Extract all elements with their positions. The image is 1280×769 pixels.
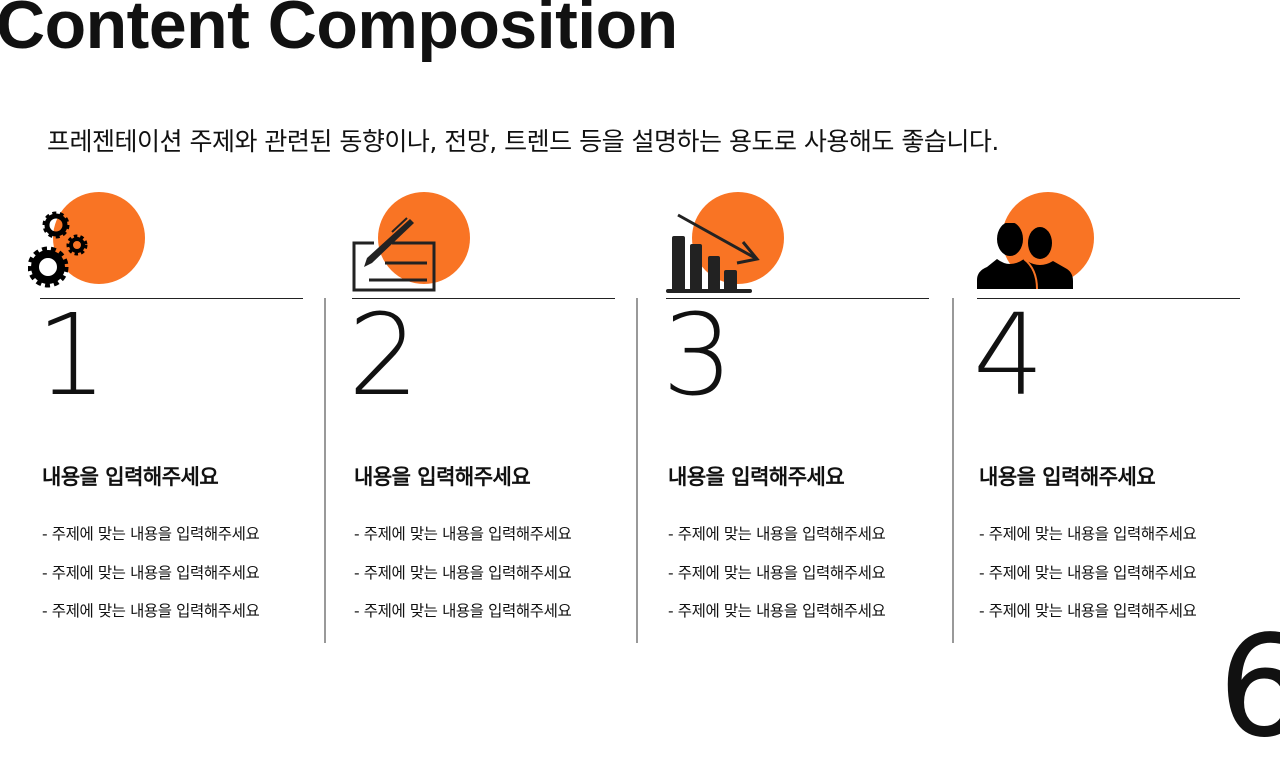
- page-number: 6: [1218, 606, 1280, 769]
- page-title: Content Composition: [0, 0, 678, 63]
- column-4: 4 내용을 입력해주세요 - 주제에 맞는 내용을 입력해주세요 - 주제에 맞…: [973, 185, 1241, 645]
- bullet-item: - 주제에 맞는 내용을 입력해주세요: [668, 564, 886, 582]
- divider-line: [666, 298, 929, 299]
- step-number: 2: [348, 291, 420, 421]
- column-heading: 내용을 입력해주세요: [979, 465, 1156, 489]
- bullet-item: - 주제에 맞는 내용을 입력해주세요: [979, 564, 1197, 582]
- column-separator: [952, 298, 954, 643]
- column-heading: 내용을 입력해주세요: [354, 465, 531, 489]
- divider-line: [352, 298, 615, 299]
- column-3: 3 내용을 입력해주세요 - 주제에 맞는 내용을 입력해주세요 - 주제에 맞…: [662, 185, 930, 645]
- bullet-item: - 주제에 맞는 내용을 입력해주세요: [979, 602, 1197, 620]
- bullet-item: - 주제에 맞는 내용을 입력해주세요: [668, 602, 886, 620]
- column-separator: [324, 298, 326, 643]
- divider-line: [40, 298, 303, 299]
- pen-document-icon: [352, 217, 436, 292]
- bullet-item: - 주제에 맞는 내용을 입력해주세요: [42, 525, 260, 543]
- accent-circle: [692, 192, 784, 284]
- gears-icon: [28, 211, 88, 288]
- step-number: 3: [662, 291, 734, 421]
- bullet-item: - 주제에 맞는 내용을 입력해주세요: [42, 602, 260, 620]
- bullet-item: - 주제에 맞는 내용을 입력해주세요: [979, 525, 1197, 543]
- bullet-item: - 주제에 맞는 내용을 입력해주세요: [42, 564, 260, 582]
- column-heading: 내용을 입력해주세요: [668, 465, 845, 489]
- bullet-item: - 주제에 맞는 내용을 입력해주세요: [354, 564, 572, 582]
- step-number: 1: [36, 291, 108, 421]
- column-1: 1 내용을 입력해주세요 - 주제에 맞는 내용을 입력해주세요 - 주제에 맞…: [28, 185, 304, 645]
- declining-bar-chart-icon: [666, 213, 760, 293]
- column-separator: [636, 298, 638, 643]
- step-number: 4: [973, 291, 1045, 421]
- column-2: 2 내용을 입력해주세요 - 주제에 맞는 내용을 입력해주세요 - 주제에 맞…: [348, 185, 616, 645]
- bullet-item: - 주제에 맞는 내용을 입력해주세요: [354, 525, 572, 543]
- people-icon: [977, 223, 1073, 290]
- bullet-item: - 주제에 맞는 내용을 입력해주세요: [668, 525, 886, 543]
- column-heading: 내용을 입력해주세요: [42, 465, 219, 489]
- divider-line: [977, 298, 1240, 299]
- bullet-item: - 주제에 맞는 내용을 입력해주세요: [354, 602, 572, 620]
- subtitle: 프레젠테이션 주제와 관련된 동향이나, 전망, 트렌드 등을 설명하는 용도로…: [47, 127, 999, 156]
